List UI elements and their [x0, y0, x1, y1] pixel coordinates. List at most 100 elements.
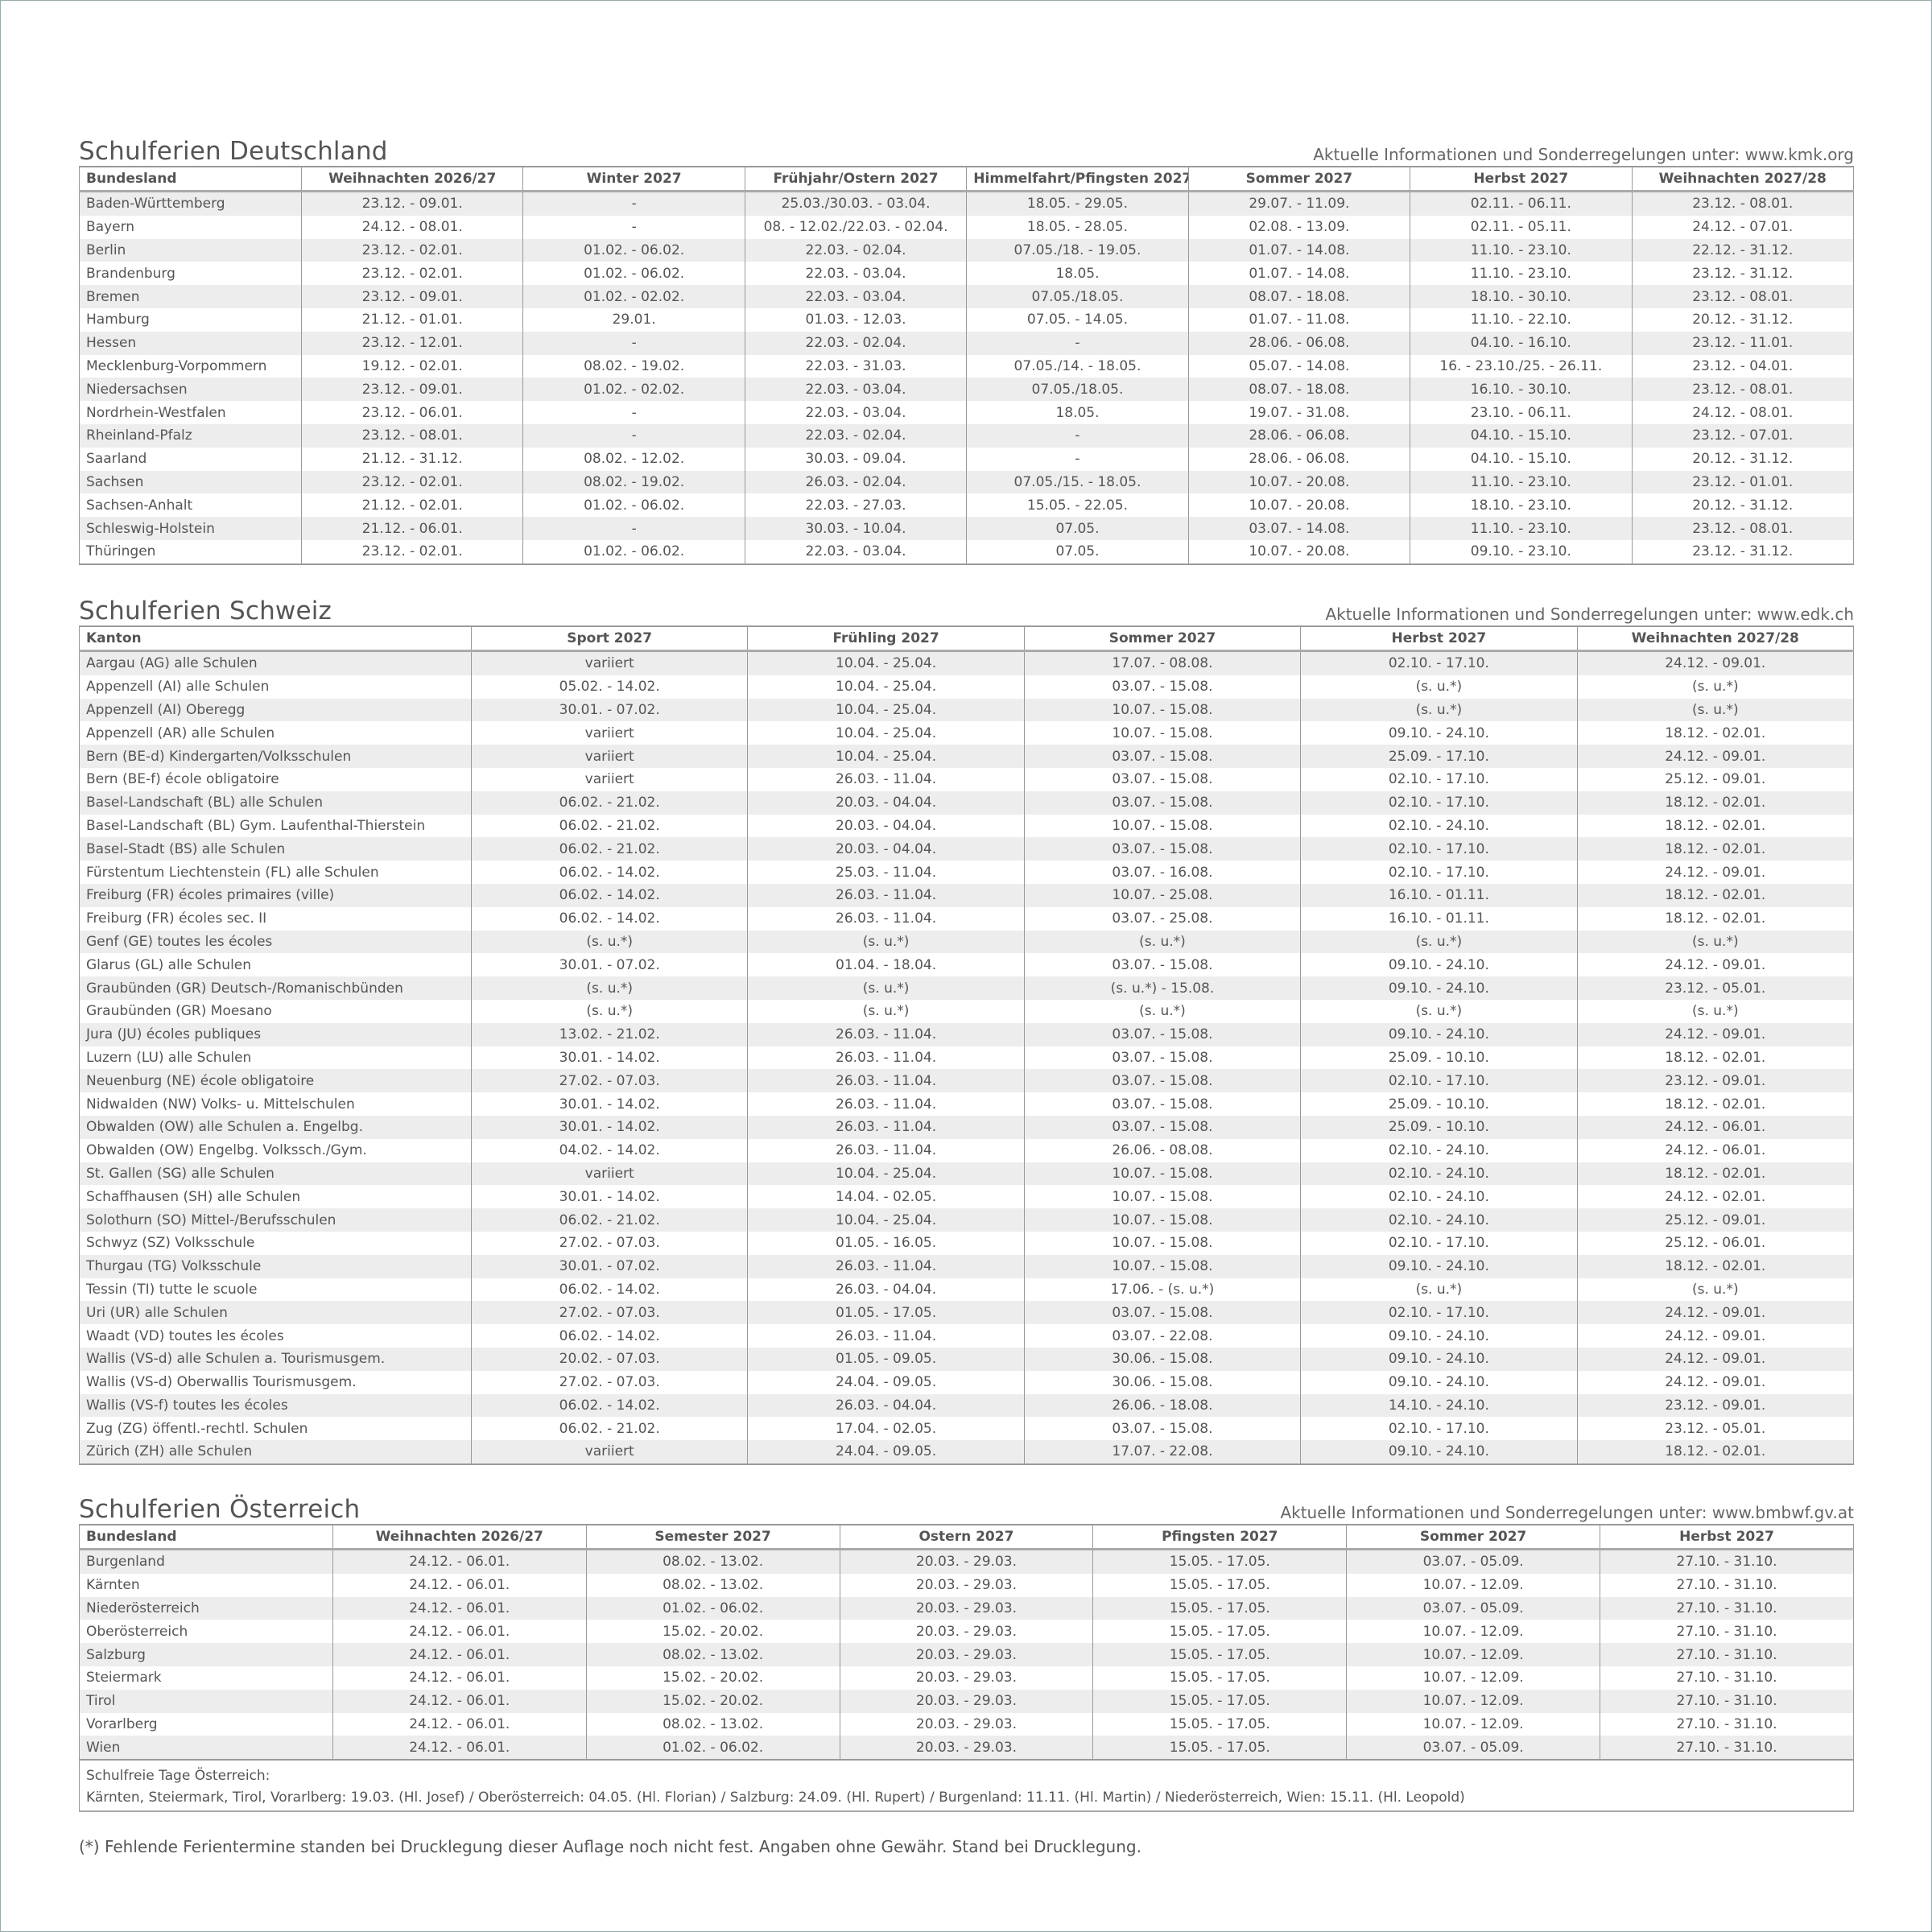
date-range-cell: 01.02. - 02.02.: [522, 285, 745, 308]
date-range-cell: 16.10. - 01.11.: [1300, 883, 1578, 907]
date-range-cell: 10.07. - 15.08.: [1023, 1162, 1302, 1186]
date-range-cell: -: [966, 331, 1189, 355]
table-row: Obwalden (OW) Engelbg. Volkssch./Gym. 04.…: [79, 1138, 1855, 1162]
date-range-cell: -: [522, 215, 745, 239]
table-row: Bremen 23.12. - 09.01. 01.02. - 02.02. 22.0…: [79, 285, 1855, 308]
date-range-cell: 26.03. - 04.04.: [747, 1393, 1025, 1418]
date-range-cell: 10.04. - 25.04.: [747, 721, 1025, 745]
date-range-cell: 23.12. - 05.01.: [1576, 976, 1855, 1000]
date-range-cell: 27.10. - 31.10.: [1600, 1620, 1854, 1644]
table-row: Appenzell (AI) alle Schulen 05.02. - 14.0…: [79, 675, 1855, 699]
region-name-cell: Freiburg (FR) écoles primaires (ville): [79, 883, 472, 907]
region-name-cell: Nordrhein-Westfalen: [79, 401, 302, 424]
date-range-cell: 23.12. - 11.01.: [1631, 331, 1855, 355]
region-name-cell: Tessin (TI) tutte le scuole: [79, 1278, 472, 1302]
table-row: Waadt (VD) toutes les écoles 06.02. - 14.…: [79, 1324, 1855, 1348]
table-row: Vorarlberg 24.12. - 06.01. 08.02. - 13.02.…: [79, 1712, 1854, 1736]
date-range-cell: 22.03. - 03.04.: [744, 401, 968, 424]
date-range-cell: 25.09. - 10.10.: [1300, 1115, 1578, 1139]
table-row: Oberösterreich 24.12. - 06.01. 15.02. - 20…: [79, 1620, 1854, 1644]
region-name-cell: Berlin: [79, 238, 302, 262]
section-title: Schulferien Deutschland: [79, 137, 388, 166]
date-range-cell: 16. - 23.10./25. - 26.11.: [1410, 354, 1633, 378]
date-range-cell: 24.12. - 02.01.: [1576, 1185, 1855, 1209]
region-name-cell: Salzburg: [79, 1643, 333, 1666]
date-range-cell: 02.08. - 13.09.: [1187, 215, 1411, 239]
region-name-cell: Steiermark: [79, 1666, 333, 1690]
date-range-cell: 30.03. - 09.04.: [744, 447, 968, 471]
date-range-cell: 06.02. - 14.02.: [470, 906, 749, 931]
date-range-cell: 10.07. - 20.08.: [1187, 470, 1411, 494]
date-range-cell: 20.03. - 29.03.: [839, 1689, 1094, 1713]
table-row: Rheinland-Pfalz 23.12. - 08.01. -22.03. - …: [79, 423, 1855, 448]
date-range-cell: 25.09. - 17.10.: [1300, 745, 1578, 768]
date-range-cell: 30.03. - 10.04.: [744, 517, 968, 540]
column-header: Kanton: [79, 625, 472, 652]
date-range-cell: 08.07. - 18.08.: [1187, 285, 1411, 308]
region-name-cell: Schleswig-Holstein: [79, 517, 302, 540]
date-range-cell: 05.02. - 14.02.: [470, 675, 749, 699]
date-range-cell: 09.10. - 24.10.: [1300, 1022, 1578, 1046]
date-range-cell: 18.12. - 02.01.: [1576, 721, 1855, 745]
date-range-cell: 24.12. - 07.01.: [1631, 215, 1855, 239]
date-range-cell: 01.02. - 06.02.: [522, 262, 745, 286]
region-name-cell: Obwalden (OW) Engelbg. Volkssch./Gym.: [79, 1138, 472, 1162]
column-header: Sommer 2027: [1023, 625, 1302, 652]
date-range-cell: 24.12. - 09.01.: [1576, 1347, 1855, 1371]
date-range-cell: 18.12. - 02.01.: [1576, 1162, 1855, 1186]
date-range-cell: 10.07. - 12.09.: [1346, 1712, 1601, 1736]
column-header: Weihnachten 2026/27: [300, 166, 524, 192]
date-range-cell: 03.07. - 15.08.: [1023, 1417, 1302, 1441]
date-range-cell: 23.12. - 08.01.: [300, 423, 524, 448]
date-range-cell: 15.05. - 17.05.: [1092, 1643, 1348, 1666]
footnote: (*) Fehlende Ferientermine standen bei D…: [79, 1837, 1141, 1856]
date-range-cell: 18.12. - 02.01.: [1576, 883, 1855, 907]
date-range-cell: 01.02. - 06.02.: [522, 539, 745, 565]
table-row: Zürich (ZH) alle Schulen variiert 24.04. -…: [79, 1440, 1855, 1465]
date-range-cell: 23.12. - 08.01.: [1631, 285, 1855, 308]
date-range-cell: 26.03. - 11.04.: [747, 906, 1025, 931]
date-range-cell: 28.06. - 06.08.: [1187, 331, 1411, 355]
date-range-cell: 30.06. - 15.08.: [1023, 1370, 1302, 1394]
date-range-cell: 08.02. - 13.02.: [585, 1643, 840, 1666]
table-row: Luzern (LU) alle Schulen 30.01. - 14.02. 2…: [79, 1046, 1855, 1070]
date-range-cell: 03.07. - 22.08.: [1023, 1324, 1302, 1348]
date-range-cell: 20.12. - 31.12.: [1631, 308, 1855, 332]
date-range-cell: 21.12. - 02.01.: [300, 493, 524, 518]
date-range-cell: 10.07. - 15.08.: [1023, 1231, 1302, 1255]
date-range-cell: 23.10. - 06.11.: [1410, 401, 1633, 424]
table-row: Basel-Stadt (BS) alle Schulen 06.02. - 21…: [79, 837, 1855, 861]
column-header: Winter 2027: [522, 166, 745, 192]
section-header: Schulferien Schweiz Aktuelle Information…: [79, 597, 1854, 625]
region-name-cell: Wallis (VS-d) alle Schulen a. Tourismusg…: [79, 1347, 472, 1371]
date-range-cell: 24.04. - 09.05.: [747, 1440, 1025, 1465]
region-name-cell: Brandenburg: [79, 262, 302, 286]
date-range-cell: 23.12. - 09.01.: [300, 285, 524, 308]
table-row: Glarus (GL) alle Schulen 30.01. - 07.02. 0…: [79, 953, 1855, 977]
date-range-cell: 09.10. - 23.10.: [1410, 539, 1633, 565]
region-name-cell: Sachsen: [79, 470, 302, 494]
date-range-cell: 27.10. - 31.10.: [1600, 1712, 1854, 1736]
date-range-cell: 27.02. - 07.03.: [470, 1370, 749, 1394]
date-range-cell: 06.02. - 21.02.: [470, 837, 749, 861]
table-row: Solothurn (SO) Mittel-/Berufsschulen 06.0…: [79, 1208, 1855, 1232]
date-range-cell: (s. u.*): [1300, 930, 1578, 954]
table-row: Neuenburg (NE) école obligatoire 27.02. -…: [79, 1069, 1855, 1093]
date-range-cell: 10.07. - 15.08.: [1023, 721, 1302, 745]
region-name-cell: Thüringen: [79, 539, 302, 565]
date-range-cell: 01.02. - 06.02.: [585, 1596, 840, 1620]
date-range-cell: 24.12. - 06.01.: [1576, 1115, 1855, 1139]
date-range-cell: variiert: [470, 1162, 749, 1186]
date-range-cell: 25.03./30.03. - 03.04.: [744, 191, 968, 216]
date-range-cell: 26.03. - 02.04.: [744, 470, 968, 494]
date-range-cell: 23.12. - 06.01.: [300, 401, 524, 424]
date-range-cell: 24.12. - 06.01.: [332, 1689, 587, 1713]
date-range-cell: 10.07. - 12.09.: [1346, 1643, 1601, 1666]
date-range-cell: -: [522, 191, 745, 216]
table-header-row: Bundesland Weihnachten 2026/27 Winter 2027…: [79, 166, 1855, 192]
date-range-cell: 07.05.: [966, 517, 1189, 540]
table-row: Berlin 23.12. - 02.01. 01.02. - 06.02. 22.0…: [79, 238, 1855, 262]
date-range-cell: 02.10. - 24.10.: [1300, 1162, 1578, 1186]
date-range-cell: 10.04. - 25.04.: [747, 675, 1025, 699]
date-range-cell: 03.07. - 05.09.: [1346, 1596, 1601, 1620]
